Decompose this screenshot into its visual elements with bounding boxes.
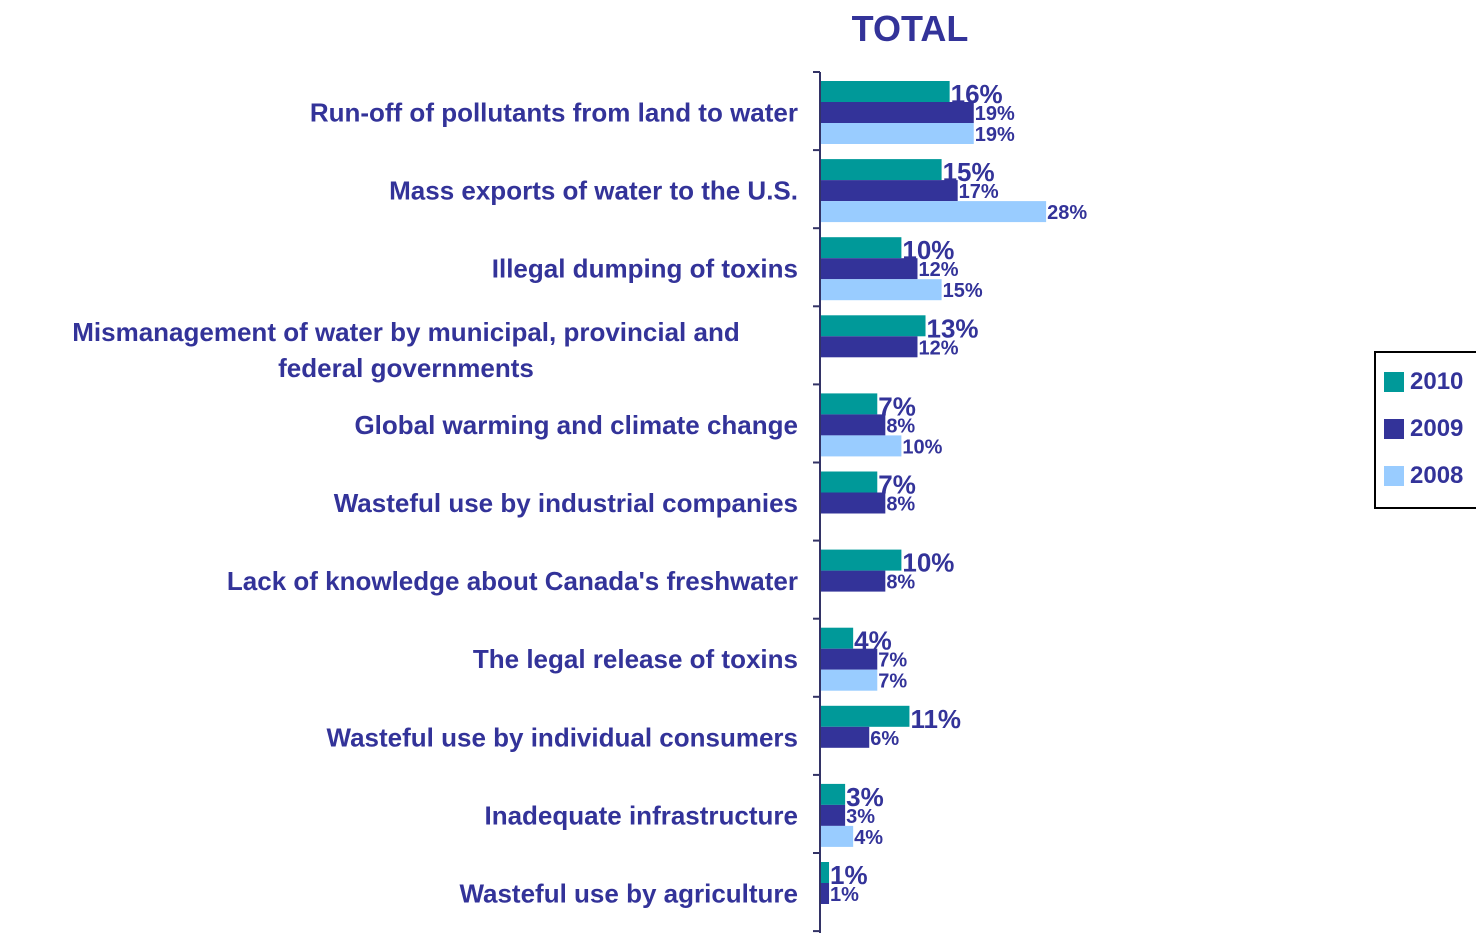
legend-item-2008: 2008 xyxy=(1384,456,1463,496)
legend-swatch xyxy=(1384,466,1404,486)
category-label: Inadequate infrastructure xyxy=(484,800,798,830)
data-label-2009: 12% xyxy=(918,259,958,281)
bar-2010 xyxy=(821,393,878,415)
category-label: Wasteful use by industrial companies xyxy=(334,488,798,518)
category-label: Mismanagement of water by municipal, pro… xyxy=(72,317,739,383)
bar-2009 xyxy=(821,648,878,670)
bar-2010 xyxy=(821,81,950,102)
bars-group: 16%19%19%15%17%28%10%12%15%13%12%7%8%10%… xyxy=(821,79,1087,906)
data-label-2009: 8% xyxy=(886,572,915,594)
bar-2010 xyxy=(821,549,902,571)
bar-2009 xyxy=(821,102,974,123)
bar-2010 xyxy=(821,862,830,883)
data-label-2009: 17% xyxy=(959,181,999,203)
bar-2010 xyxy=(821,783,846,805)
bar-2010 xyxy=(821,315,926,337)
legend-label: 2009 xyxy=(1410,415,1464,442)
bar-2009 xyxy=(821,492,886,514)
category-label-line: federal governments xyxy=(278,353,534,383)
data-label-2008: 7% xyxy=(878,671,907,693)
legend-label: 2008 xyxy=(1410,462,1464,489)
data-label-2008: 4% xyxy=(854,827,883,849)
bar-2009 xyxy=(821,336,918,358)
bar-2008 xyxy=(821,435,902,457)
data-label-2010: 11% xyxy=(910,704,961,734)
data-label-2009: 1% xyxy=(830,884,859,906)
category-label: Global warming and climate change xyxy=(354,410,798,440)
bar-2008 xyxy=(821,123,974,144)
category-label: Mass exports of water to the U.S. xyxy=(389,176,798,206)
bar-2009 xyxy=(821,414,886,436)
bar-2008 xyxy=(821,825,854,847)
category-label: Run-off of pollutants from land to water xyxy=(310,98,798,128)
data-label-2009: 6% xyxy=(870,728,899,750)
legend: 2010 2009 2008 xyxy=(1374,351,1476,509)
bar-2009 xyxy=(821,804,846,826)
legend-swatch xyxy=(1384,372,1404,392)
data-label-2009: 12% xyxy=(918,337,958,359)
bar-2010 xyxy=(821,237,902,259)
data-label-2008: 28% xyxy=(1047,202,1087,224)
category-label: Lack of knowledge about Canada's freshwa… xyxy=(227,566,798,596)
data-label-2010: 10% xyxy=(902,548,954,578)
category-label-line: Mismanagement of water by municipal, pro… xyxy=(72,317,739,347)
bar-2010 xyxy=(821,159,942,181)
data-label-2009: 8% xyxy=(886,415,915,437)
bar-2009 xyxy=(821,258,918,280)
data-label-2009: 19% xyxy=(975,103,1015,125)
data-label-2008: 10% xyxy=(902,436,942,458)
bar-2009 xyxy=(821,180,958,202)
category-label: Wasteful use by agriculture xyxy=(459,879,798,909)
chart-title: TOTAL xyxy=(851,8,969,49)
bar-2009 xyxy=(821,726,870,748)
y-axis xyxy=(813,71,821,933)
bar-2008 xyxy=(821,279,942,301)
category-label: The legal release of toxins xyxy=(473,644,798,674)
bar-2008 xyxy=(821,669,878,691)
category-label: Wasteful use by individual consumers xyxy=(327,722,798,752)
data-label-2009: 8% xyxy=(886,494,915,516)
category-labels-group: Run-off of pollutants from land to water… xyxy=(72,98,798,909)
legend-swatch xyxy=(1384,419,1404,439)
data-label-2008: 19% xyxy=(975,124,1015,146)
legend-label: 2010 xyxy=(1410,368,1464,395)
data-label-2010: 1% xyxy=(830,860,868,890)
category-label: Illegal dumping of toxins xyxy=(492,254,798,284)
bar-2009 xyxy=(821,883,830,904)
bar-2010 xyxy=(821,471,878,493)
data-label-2010: 3% xyxy=(846,782,884,812)
data-label-2009: 3% xyxy=(846,806,875,828)
data-label-2009: 7% xyxy=(878,650,907,672)
data-label-2010: 13% xyxy=(927,313,979,343)
legend-item-2009: 2009 xyxy=(1384,409,1463,449)
data-label-2008: 15% xyxy=(943,280,983,302)
legend-item-2010: 2010 xyxy=(1384,362,1463,402)
bar-2009 xyxy=(821,570,886,592)
bar-2010 xyxy=(821,627,854,649)
bar-2008 xyxy=(821,201,1047,223)
bar-2010 xyxy=(821,705,910,727)
